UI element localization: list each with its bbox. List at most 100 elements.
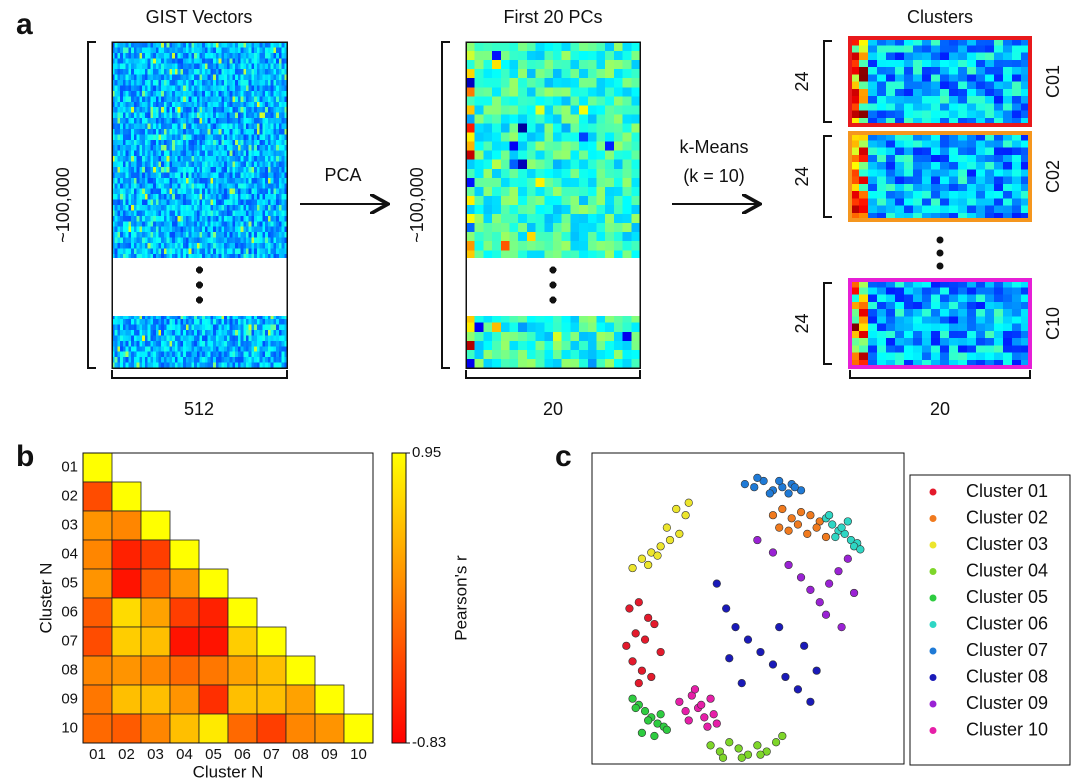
texture-cell [985,183,995,192]
texture-cell [267,112,271,119]
texture-cell [631,78,641,88]
texture-cell [243,335,247,342]
texture-cell [553,168,563,179]
texture-cell [199,248,203,255]
texture-cell [125,313,129,320]
texture-cell [180,335,184,342]
texture-cell [500,349,510,360]
texture-cell [112,69,116,75]
texture-cell [518,250,528,260]
texture-cell [139,101,143,108]
texture-cell [256,183,261,190]
texture-cell [284,357,288,363]
texture-cell [142,172,146,179]
texture-cell [243,63,247,70]
texture-cell [278,150,282,157]
texture-cell [605,141,615,152]
texture-cell [270,47,274,54]
texture-cell [235,177,239,184]
texture-cell [518,331,528,342]
texture-cell [155,166,159,173]
texture-cell [136,58,140,65]
texture-cell [194,210,198,217]
texture-cell [276,69,280,75]
texture-cell [553,313,563,324]
texture-cell [122,194,127,200]
texture-cell [147,172,151,179]
texture-cell [194,357,198,363]
texture-cell [474,96,484,106]
texture-cell [235,101,239,108]
texture-cell [114,96,118,103]
texture-cell [166,205,170,211]
texture-cell [163,58,168,65]
texture-cell [172,166,176,173]
texture-cell [526,96,536,106]
texture-cell [284,253,288,260]
texture-cell [492,42,502,52]
texture-cell [204,205,209,211]
texture-cell [265,52,269,59]
texture-cell [177,324,181,331]
texture-cell [596,241,606,251]
texture-cell [136,69,140,75]
texture-cell [235,156,239,162]
texture-cell [185,74,189,81]
texture-cell [218,237,222,244]
texture-cell [147,210,151,217]
texture-cell [596,349,606,360]
texture-cell [199,42,203,48]
texture-cell [210,123,214,130]
texture-cell [276,150,280,157]
texture-cell [207,329,211,336]
texture-cell [150,58,154,65]
texture-cell [188,58,192,65]
texture-cell [281,166,285,173]
texture-cell [112,128,116,135]
texture-cell [596,195,606,206]
texture-cell [194,42,198,48]
texture-cell [276,210,280,217]
texture-cell [579,214,589,224]
texture-cell [221,42,225,48]
texture-cell [207,69,211,75]
texture-cell [163,351,168,358]
texture-cell [112,63,116,70]
texture-cell [474,340,484,351]
texture-cell [273,177,277,184]
texture-cell [150,188,154,195]
texture-cell [136,232,140,238]
texture-cell [248,42,252,48]
texture-cell [215,335,220,342]
texture-cell [166,112,170,119]
texture-cell [142,74,146,81]
texture-cell [183,118,187,124]
texture-cell [561,214,571,224]
texture-cell [125,351,129,358]
texture-cell [931,183,941,192]
texture-cell [133,172,138,179]
texture-cell [518,186,528,197]
texture-cell [859,52,869,61]
texture-cell [202,156,206,162]
texture-cell [535,87,545,97]
texture-cell [196,221,200,228]
texture-cell [492,96,502,106]
texture-cell [270,243,274,249]
texture-cell [259,329,263,336]
texture-cell [587,87,597,97]
texture-cell [174,80,179,86]
texture-cell [596,232,606,242]
texture-cell [958,45,968,53]
texture-cell [163,335,168,342]
texture-cell [492,214,502,224]
texture-cell [483,168,493,179]
texture-cell [278,161,282,168]
texture-cell [161,63,165,70]
texture-cell [196,183,200,190]
texture-cell [976,147,986,156]
texture-cell [868,169,878,177]
texture-cell [207,340,211,347]
texture-cell [243,172,247,179]
texture-cell [163,85,168,92]
